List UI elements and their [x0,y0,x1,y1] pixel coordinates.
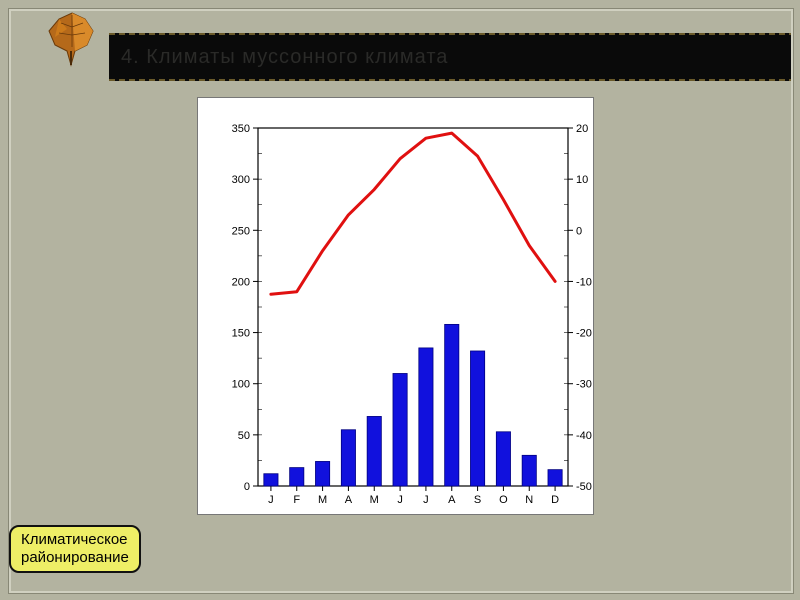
svg-text:J: J [268,494,274,506]
slide-title: 4. Климаты муссонного климата [121,46,448,68]
svg-text:150: 150 [232,328,250,340]
svg-text:0: 0 [576,225,582,237]
slide-frame: 4. Климаты муссонного климата 0501001502… [8,8,794,594]
svg-text:350: 350 [232,123,250,135]
svg-text:J: J [397,494,403,506]
svg-text:0: 0 [244,481,250,493]
svg-text:-30: -30 [576,379,592,391]
svg-text:J: J [423,494,429,506]
svg-text:M: M [318,494,327,506]
svg-text:300: 300 [232,174,250,186]
svg-text:-10: -10 [576,276,592,288]
link-line2: районирование [21,549,129,566]
svg-text:-50: -50 [576,481,592,493]
svg-text:50: 50 [238,430,250,442]
slide-title-band: 4. Климаты муссонного климата [109,33,791,81]
svg-text:S: S [474,494,481,506]
svg-text:10: 10 [576,174,588,186]
leaf-icon [37,7,107,71]
svg-text:200: 200 [232,276,250,288]
climate-zoning-link[interactable]: Климатическое районирование [9,525,141,573]
svg-text:A: A [448,494,456,506]
svg-text:D: D [551,494,559,506]
svg-text:F: F [293,494,300,506]
svg-text:-20: -20 [576,328,592,340]
svg-text:20: 20 [576,123,588,135]
svg-text:A: A [345,494,353,506]
svg-text:-40: -40 [576,430,592,442]
svg-text:O: O [499,494,508,506]
svg-text:250: 250 [232,225,250,237]
svg-text:100: 100 [232,379,250,391]
svg-text:M: M [370,494,379,506]
climate-chart: 0 50 100 150 200 250 300 350 -50 -40 -30 -20 -10 0 10 2… [197,97,594,515]
svg-text:N: N [525,494,533,506]
link-line1: Климатическое [21,531,128,548]
